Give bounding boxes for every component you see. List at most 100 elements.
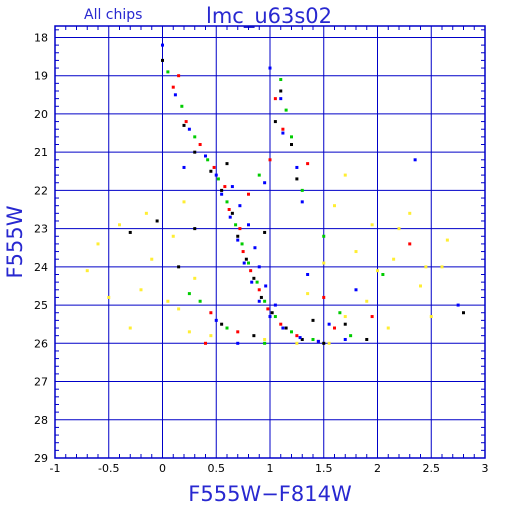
data-point-blue — [257, 265, 261, 269]
x-axis-label: F555W−F814W — [188, 482, 352, 506]
data-point-red — [306, 162, 310, 166]
data-point-black — [252, 334, 256, 338]
data-point-green — [290, 330, 293, 334]
data-point-blue — [327, 322, 331, 326]
data-point-yellow — [354, 250, 358, 254]
y-tick-label: 25 — [34, 299, 48, 312]
data-point-yellow — [440, 265, 444, 269]
data-point-green — [198, 299, 202, 303]
data-point-black — [343, 322, 347, 326]
data-point-blue — [316, 339, 320, 343]
x-tick-label: 3 — [482, 462, 489, 475]
data-point-yellow — [306, 292, 310, 296]
data-point-blue — [268, 66, 272, 70]
chart-subtitle: All chips — [84, 7, 142, 23]
data-point-red — [247, 192, 250, 196]
data-points — [85, 43, 465, 345]
data-point-black — [220, 322, 224, 326]
data-point-yellow — [144, 211, 148, 215]
data-point-blue — [236, 238, 240, 242]
data-point-black — [462, 311, 465, 315]
plot-frame — [54, 25, 486, 459]
data-point-yellow — [209, 334, 213, 338]
data-point-red — [227, 208, 231, 212]
y-tick-label: 21 — [34, 146, 48, 159]
data-point-black — [236, 234, 240, 238]
data-point-red — [241, 250, 245, 254]
data-point-yellow — [424, 265, 428, 269]
data-point-yellow — [322, 261, 326, 265]
data-point-yellow — [139, 288, 143, 292]
data-point-blue — [253, 246, 257, 250]
data-point-red — [204, 341, 207, 345]
data-point-green — [206, 158, 210, 162]
data-point-red — [295, 334, 299, 338]
x-tick-label: 0.5 — [208, 462, 226, 475]
data-point-black — [322, 341, 326, 345]
data-point-green — [180, 104, 184, 108]
data-point-green — [381, 272, 385, 276]
data-point-yellow — [365, 299, 369, 303]
data-point-blue — [264, 284, 268, 288]
data-point-yellow — [370, 223, 374, 227]
data-point-yellow — [392, 257, 396, 261]
data-point-red — [333, 326, 336, 330]
data-point-blue — [242, 261, 246, 265]
data-point-green — [216, 177, 220, 181]
data-point-blue — [298, 336, 302, 340]
data-point-green — [193, 135, 197, 139]
data-point-red — [198, 143, 202, 147]
data-point-green — [263, 299, 267, 303]
data-point-yellow — [187, 330, 191, 334]
data-point-blue — [306, 272, 310, 276]
y-tick-label: 24 — [34, 261, 48, 274]
data-point-blue — [263, 181, 267, 185]
data-point-blue — [220, 192, 224, 196]
data-point-red — [177, 74, 181, 78]
y-tick-label: 22 — [34, 184, 48, 197]
data-point-black — [311, 318, 315, 322]
data-point-blue — [214, 173, 218, 177]
data-point-black — [230, 211, 234, 215]
data-point-yellow — [445, 238, 449, 242]
grid-lines — [55, 26, 485, 458]
data-point-red — [279, 322, 283, 326]
data-point-black — [259, 295, 263, 299]
data-point-blue — [343, 337, 347, 341]
y-tick-label: 19 — [34, 70, 48, 83]
data-point-green — [311, 337, 315, 341]
data-point-blue — [273, 303, 277, 307]
data-point-black — [161, 58, 164, 62]
data-point-yellow — [193, 276, 197, 280]
data-point-blue — [456, 303, 460, 307]
data-point-red — [209, 311, 213, 315]
data-point-yellow — [128, 326, 132, 330]
data-point-black — [193, 227, 197, 231]
x-tick-label: 0 — [159, 462, 166, 475]
data-point-green — [255, 280, 259, 284]
data-point-green — [284, 108, 288, 112]
y-tick-label: 27 — [34, 376, 48, 389]
data-point-red — [257, 288, 261, 292]
y-tick-label: 29 — [34, 452, 48, 465]
data-point-black — [128, 230, 132, 234]
data-point-blue — [214, 318, 218, 322]
data-point-green — [273, 315, 277, 319]
data-point-yellow — [182, 200, 186, 204]
y-tick-label: 23 — [34, 223, 48, 236]
data-point-yellow — [263, 337, 267, 341]
data-point-green — [279, 78, 283, 82]
data-point-red — [322, 295, 326, 299]
data-point-blue — [300, 200, 304, 204]
data-point-blue — [161, 43, 164, 47]
y-tick-label: 20 — [34, 108, 48, 121]
data-point-blue — [247, 223, 250, 227]
data-point-yellow — [327, 341, 331, 345]
data-point-yellow — [429, 315, 433, 319]
data-point-red — [223, 185, 227, 189]
data-point-yellow — [171, 234, 175, 238]
data-point-yellow — [397, 227, 401, 231]
data-point-black — [193, 150, 197, 154]
